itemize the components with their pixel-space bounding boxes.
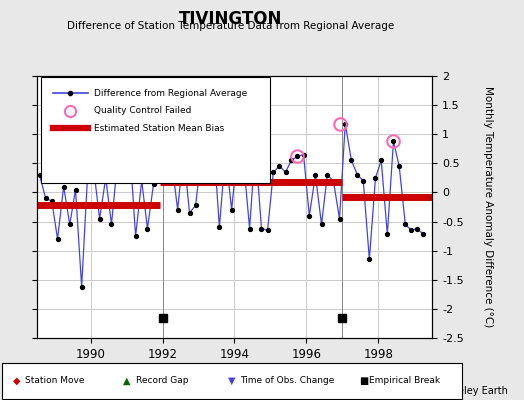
- Text: Berkeley Earth: Berkeley Earth: [436, 386, 508, 396]
- Text: Quality Control Failed: Quality Control Failed: [94, 106, 191, 115]
- Text: ◆: ◆: [13, 376, 20, 386]
- Text: ■: ■: [359, 376, 368, 386]
- Text: Station Move: Station Move: [25, 376, 85, 385]
- Text: Record Gap: Record Gap: [136, 376, 189, 385]
- Text: Estimated Station Mean Bias: Estimated Station Mean Bias: [94, 124, 224, 133]
- Text: ▼: ▼: [228, 376, 235, 386]
- FancyBboxPatch shape: [41, 77, 270, 184]
- Y-axis label: Monthly Temperature Anomaly Difference (°C): Monthly Temperature Anomaly Difference (…: [483, 86, 493, 328]
- Text: Time of Obs. Change: Time of Obs. Change: [240, 376, 334, 385]
- Text: TIVINGTON: TIVINGTON: [179, 10, 282, 28]
- Text: Empirical Break: Empirical Break: [369, 376, 441, 385]
- Text: Difference from Regional Average: Difference from Regional Average: [94, 88, 247, 98]
- Text: Difference of Station Temperature Data from Regional Average: Difference of Station Temperature Data f…: [67, 21, 394, 31]
- Text: ▲: ▲: [123, 376, 130, 386]
